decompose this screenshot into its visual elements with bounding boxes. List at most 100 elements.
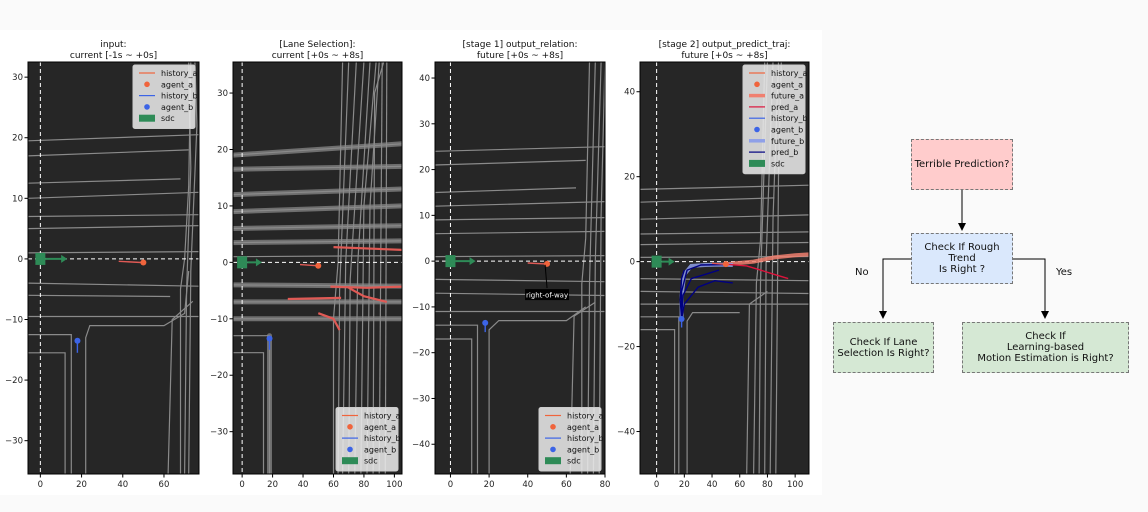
panel-title: [Lane Selection]: — [279, 40, 355, 50]
agent-a — [722, 261, 729, 268]
x-tick-label: 60 — [734, 480, 745, 490]
terrible-prediction-node: Terrible Prediction? — [911, 139, 1013, 190]
agent-b — [482, 319, 489, 326]
legend-key-dot — [144, 104, 150, 110]
legend-label: agent_b — [161, 103, 193, 112]
lane-line — [372, 62, 385, 474]
arrow-yes-branch — [1013, 258, 1049, 319]
history-a — [711, 262, 725, 265]
lane-line — [28, 294, 171, 298]
lane-line — [435, 187, 577, 194]
annotation-text: right-of-way — [526, 292, 568, 300]
sdc-heading-arrowhead — [255, 258, 262, 267]
panel-input: 0 20 40 60 −30 −20 −10 0 10 20 30 input:current [-1… — [5, 40, 200, 490]
y-tick-label: 40 — [419, 74, 430, 84]
x-tick-label: 20 — [484, 480, 495, 490]
legend-label: future_b — [771, 137, 804, 146]
lane-line — [435, 292, 605, 297]
lane-line — [640, 278, 809, 282]
legend-label: history_a — [161, 69, 198, 78]
lane-line — [85, 270, 190, 474]
rough-trend-node: Check If Rough Trend Is Right ? — [911, 233, 1013, 284]
x-tick-label: 60 — [328, 480, 339, 490]
x-tick-label: 40 — [117, 480, 128, 490]
legend-label: sdc — [567, 457, 581, 466]
y-tick-label: 30 — [419, 120, 430, 130]
lane-line — [435, 159, 586, 166]
x-tick-label: 40 — [298, 480, 309, 490]
y-tick-label: 0 — [18, 255, 23, 265]
legend-key-dot — [347, 424, 353, 430]
lane-line — [28, 214, 199, 218]
sdc-vehicle — [445, 255, 456, 268]
legend-label: history_b — [771, 114, 808, 123]
legend-box — [742, 64, 806, 175]
history-a — [527, 262, 546, 265]
sdc-heading-arrowhead — [61, 254, 68, 263]
legend-box — [538, 407, 602, 472]
y-tick-label: 30 — [217, 89, 228, 99]
history-a — [299, 263, 317, 267]
y-tick-label: 0 — [223, 258, 228, 268]
pred-b — [680, 263, 726, 319]
x-tick-label: 100 — [386, 480, 402, 490]
y-tick-label: −30 — [210, 428, 228, 438]
lane-line — [28, 191, 199, 199]
legend-key-dot — [144, 81, 150, 88]
lane-line — [435, 146, 605, 152]
x-tick-label: 0 — [38, 480, 43, 490]
trajectory-plots: 0 20 40 60 −30 −20 −10 0 10 20 30 input:current [-1… — [5, 40, 810, 490]
lane-line — [28, 282, 199, 287]
plot-background — [435, 62, 605, 474]
candidate-lane — [348, 286, 388, 303]
legend-key-rect — [545, 457, 561, 465]
lane-line — [435, 217, 605, 221]
legend-key-dot — [754, 126, 760, 133]
y-tick-label: −30 — [5, 437, 23, 447]
agent-a — [315, 262, 322, 269]
legend-label: sdc — [364, 457, 378, 466]
legend-label: agent_b — [771, 126, 803, 135]
lane-line — [488, 306, 587, 474]
y-tick-label: −20 — [412, 349, 430, 359]
legend-label: history_a — [567, 412, 604, 421]
y-tick-label: 10 — [12, 194, 23, 204]
candidate-lane — [333, 246, 402, 251]
legend-label: agent_b — [364, 445, 396, 454]
lane-line — [28, 134, 199, 142]
x-tick-label: 0 — [239, 480, 244, 490]
lane-line — [435, 324, 479, 474]
x-tick-label: 60 — [159, 480, 170, 490]
lane-line — [167, 300, 194, 474]
panel-title: current [-1s ~ +0s] — [70, 51, 157, 61]
legend-key-rect — [342, 457, 358, 465]
plot-frame — [434, 61, 606, 475]
pred-b — [679, 269, 685, 320]
lane-line — [435, 255, 605, 258]
sdc-vehicle — [237, 256, 248, 269]
agent-b — [266, 335, 273, 342]
lane-line — [378, 62, 383, 474]
legend-key-dot — [347, 446, 353, 453]
lane-line — [598, 62, 605, 474]
legend-box — [335, 407, 399, 472]
legend-key-dot — [550, 424, 556, 430]
y-tick-label: 10 — [419, 211, 430, 221]
lane-line — [28, 251, 199, 254]
lane-line — [435, 201, 605, 207]
panel-stage2: 0 20 40 60 80 100 −40 −20 0 20 40 [stage 2] output_… — [617, 40, 810, 490]
plot-area: right-of-way — [435, 62, 605, 474]
lane-line — [28, 334, 72, 474]
legend-label: pred_b — [771, 148, 798, 157]
x-tick-label: 80 — [600, 480, 611, 490]
history-a — [118, 260, 142, 264]
legend-label: future_a — [771, 92, 804, 101]
y-tick-label: 20 — [624, 173, 635, 183]
legend-label: history_a — [771, 69, 808, 78]
lane-line — [640, 290, 809, 295]
panel-lane_selection: 0 20 40 60 80 100 −30 −20 −10 0 10 20 30 [Lane Select… — [210, 40, 402, 490]
annotation-pointer — [544, 264, 548, 289]
